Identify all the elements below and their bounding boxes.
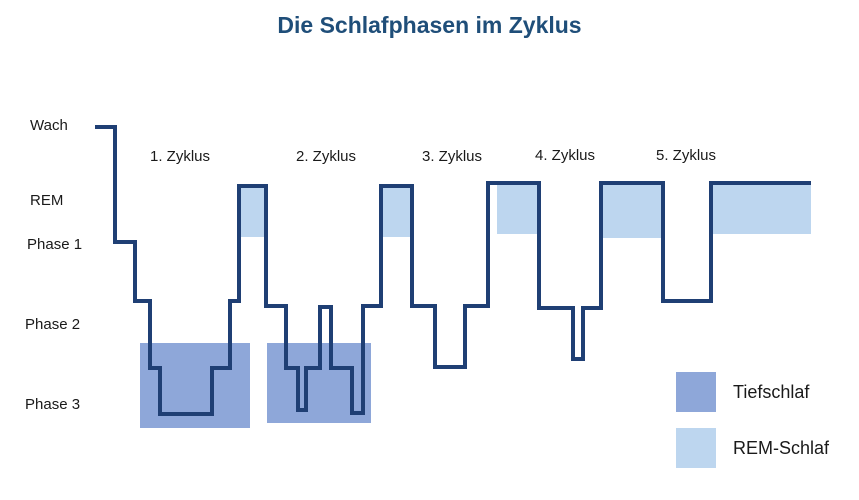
hypnogram-line (95, 125, 811, 416)
legend-swatch-rem-schlaf (676, 428, 716, 468)
rem-sleep-area-3 (497, 183, 539, 234)
page-title: Die Schlafphasen im Zyklus (277, 12, 582, 38)
y-label-phase-1: Phase 1 (27, 236, 82, 253)
rem-sleep-area-4 (601, 183, 663, 238)
y-axis-labels: Wach REM Phase 1 Phase 2 Phase 3 (25, 117, 82, 413)
y-label-rem: REM (30, 192, 63, 209)
legend-label-rem-schlaf: REM-Schlaf (733, 438, 830, 458)
rem-sleep-area-2 (381, 186, 412, 237)
cycle-label-2: 2. Zyklus (296, 148, 356, 165)
cycle-label-1: 1. Zyklus (150, 148, 210, 165)
legend: Tiefschlaf REM-Schlaf (676, 372, 830, 468)
y-label-phase-2: Phase 2 (25, 316, 80, 333)
cycle-label-5: 5. Zyklus (656, 147, 716, 164)
y-label-phase-3: Phase 3 (25, 396, 80, 413)
cycle-label-4: 4. Zyklus (535, 147, 595, 164)
y-label-wach: Wach (30, 117, 68, 134)
legend-swatch-tiefschlaf (676, 372, 716, 412)
rem-sleep-area-5 (711, 183, 811, 234)
rem-sleep-areas (239, 183, 811, 238)
cycle-labels: 1. Zyklus 2. Zyklus 3. Zyklus 4. Zyklus … (150, 147, 716, 165)
deep-sleep-area-inner-1 (160, 368, 212, 428)
legend-label-tiefschlaf: Tiefschlaf (733, 382, 810, 402)
cycle-label-3: 3. Zyklus (422, 148, 482, 165)
rem-sleep-area-1 (239, 186, 266, 237)
